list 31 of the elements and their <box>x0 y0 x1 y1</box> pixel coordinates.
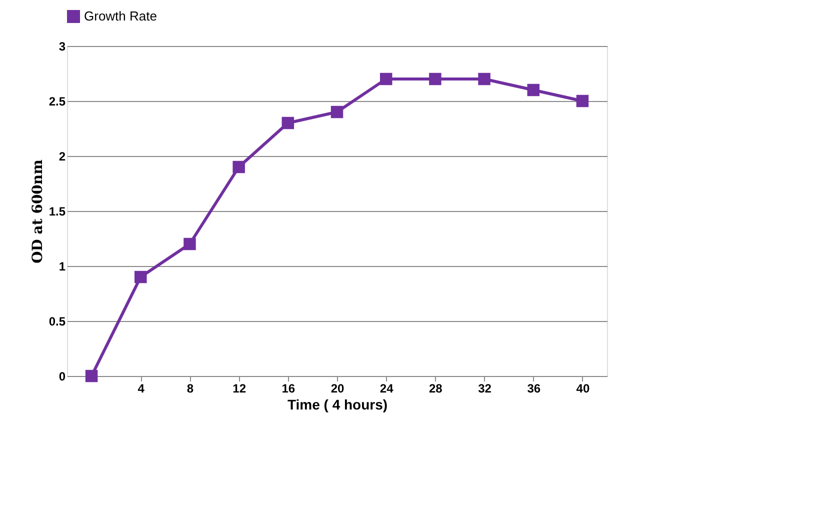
point <box>478 72 490 86</box>
y-tick-label: 1 <box>58 260 66 274</box>
x-tick-label: 24 <box>380 382 394 396</box>
y-tick-label: 1.5 <box>48 204 66 218</box>
x-tick-label: 12 <box>232 382 246 396</box>
point <box>576 94 589 108</box>
x-tick-label: 32 <box>478 382 492 396</box>
x-tick-label: 40 <box>576 382 590 396</box>
point <box>380 72 392 86</box>
x-tick-label: 20 <box>330 382 344 396</box>
point <box>429 72 442 86</box>
point <box>184 238 196 250</box>
y-tick-label: 2 <box>58 150 66 164</box>
x-tick-label: 4 <box>138 382 145 396</box>
point <box>527 84 540 96</box>
x-tick-label: 16 <box>282 382 296 396</box>
legend-label: Growth Rate <box>84 8 157 24</box>
x-tick-label: 36 <box>527 382 541 396</box>
y-tick-label: 0 <box>58 370 66 384</box>
point <box>282 116 294 130</box>
x-axis-title: Time ( 4 hours) <box>287 396 388 412</box>
y-tick-label: 3 <box>58 40 66 54</box>
y-tick-label: 0.5 <box>48 314 66 328</box>
y-tick-label: 2.5 <box>48 94 66 108</box>
y-axis-title: OD at 600nm <box>30 159 46 264</box>
x-tick-label: 28 <box>429 382 443 396</box>
point <box>330 106 344 118</box>
point <box>85 370 98 382</box>
point <box>232 160 245 174</box>
x-tick-label: 8 <box>186 382 194 396</box>
point <box>134 270 147 284</box>
